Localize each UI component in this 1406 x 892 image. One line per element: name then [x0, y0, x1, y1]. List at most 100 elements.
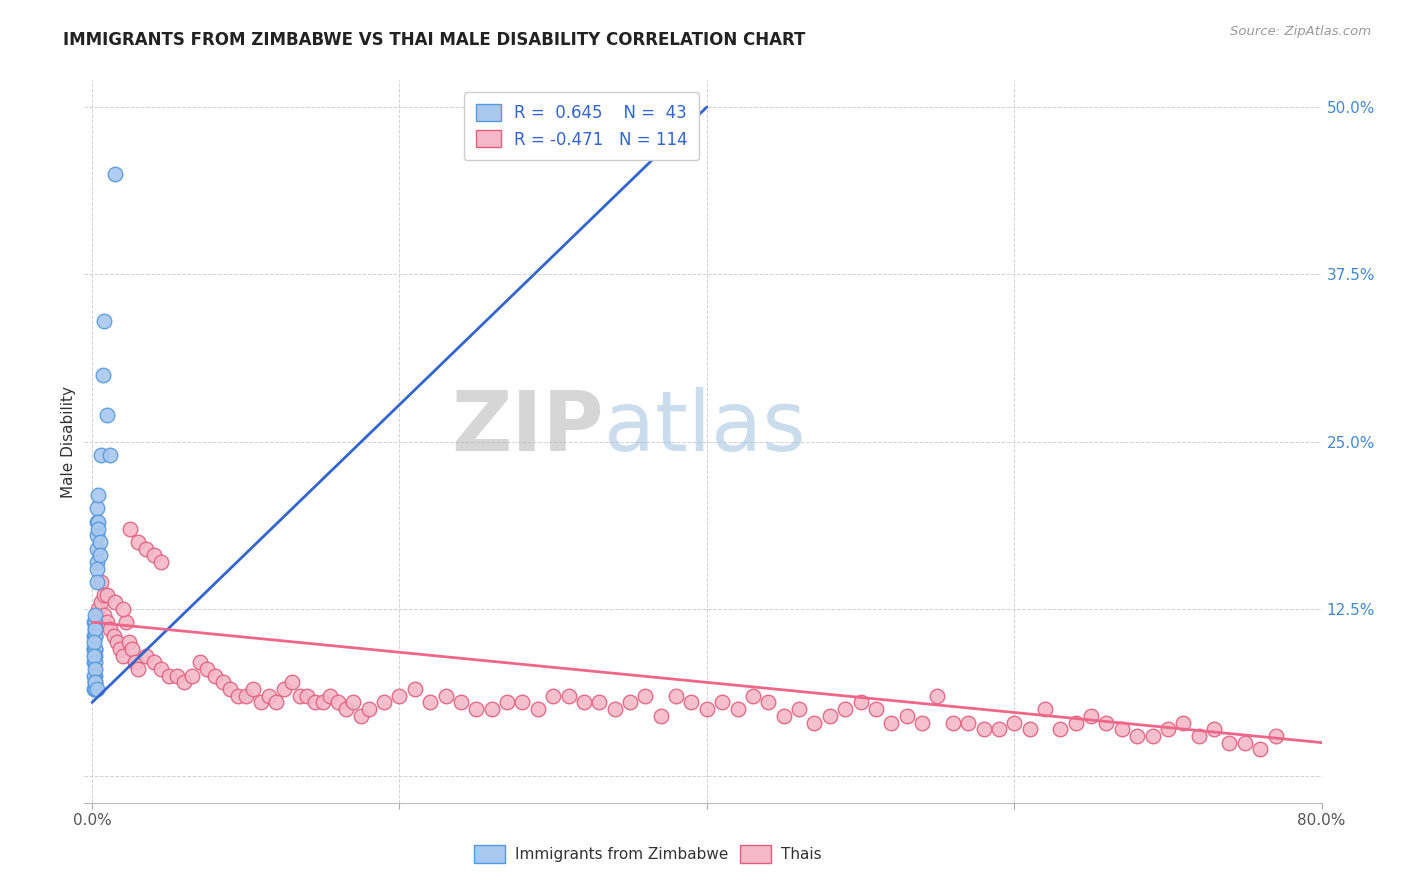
Point	[84, 648, 107, 663]
Point	[756, 696, 779, 710]
Point	[1049, 723, 1071, 737]
Point	[86, 541, 108, 556]
Point	[1142, 729, 1164, 743]
Point	[188, 655, 211, 669]
Point	[115, 615, 138, 630]
Point	[526, 702, 548, 716]
Point	[135, 541, 157, 556]
Point	[84, 642, 107, 657]
Point	[87, 515, 110, 529]
Point	[84, 622, 107, 636]
Point	[226, 689, 249, 703]
Point	[1157, 723, 1180, 737]
Point	[84, 615, 107, 630]
Point	[1188, 729, 1211, 743]
Point	[619, 696, 641, 710]
Point	[211, 675, 233, 690]
Point	[83, 648, 105, 663]
Point	[120, 521, 142, 535]
Point	[942, 715, 965, 730]
Point	[419, 696, 441, 710]
Point	[105, 635, 128, 649]
Point	[86, 681, 108, 696]
Point	[297, 689, 319, 703]
Point	[204, 669, 226, 683]
Point	[742, 689, 765, 703]
Point	[124, 655, 146, 669]
Point	[319, 689, 342, 703]
Point	[1218, 735, 1240, 749]
Point	[166, 669, 188, 683]
Point	[83, 669, 105, 683]
Point	[326, 696, 349, 710]
Point	[96, 589, 118, 603]
Point	[342, 696, 364, 710]
Point	[987, 723, 1010, 737]
Point	[727, 702, 749, 716]
Point	[512, 696, 534, 710]
Point	[90, 448, 112, 462]
Point	[481, 702, 503, 716]
Point	[83, 655, 105, 669]
Point	[650, 708, 672, 723]
Point	[86, 575, 108, 590]
Point	[100, 622, 122, 636]
Point	[87, 521, 110, 535]
Point	[911, 715, 934, 730]
Point	[357, 702, 380, 716]
Point	[1126, 729, 1149, 743]
Point	[93, 589, 115, 603]
Point	[103, 629, 125, 643]
Point	[1002, 715, 1025, 730]
Point	[84, 675, 107, 690]
Point	[1064, 715, 1087, 730]
Point	[1018, 723, 1040, 737]
Point	[1173, 715, 1195, 730]
Point	[404, 681, 426, 696]
Point	[450, 696, 472, 710]
Point	[84, 642, 107, 657]
Point	[335, 702, 357, 716]
Point	[83, 615, 105, 630]
Point	[235, 689, 257, 703]
Point	[273, 681, 295, 696]
Point	[373, 696, 395, 710]
Legend: R =  0.645    N =  43, R = -0.471   N = 114: R = 0.645 N = 43, R = -0.471 N = 114	[464, 92, 699, 161]
Point	[696, 702, 718, 716]
Point	[572, 696, 595, 710]
FancyBboxPatch shape	[474, 846, 505, 863]
Point	[96, 615, 118, 630]
Point	[84, 622, 107, 636]
Point	[83, 635, 105, 649]
Point	[557, 689, 579, 703]
Text: Immigrants from Zimbabwe: Immigrants from Zimbabwe	[515, 847, 728, 862]
Point	[96, 408, 118, 422]
Point	[83, 681, 105, 696]
Point	[1033, 702, 1056, 716]
Point	[87, 602, 110, 616]
Point	[787, 702, 810, 716]
Point	[93, 608, 115, 623]
Point	[91, 368, 114, 382]
Point	[834, 702, 856, 716]
Point	[219, 681, 242, 696]
Point	[711, 696, 734, 710]
Point	[100, 448, 122, 462]
Point	[957, 715, 980, 730]
Point	[84, 662, 107, 676]
Point	[87, 488, 110, 502]
Point	[83, 629, 105, 643]
Point	[127, 662, 149, 676]
Point	[84, 669, 107, 683]
Point	[266, 696, 288, 710]
Point	[465, 702, 488, 716]
Point	[86, 501, 108, 516]
Point	[195, 662, 218, 676]
Point	[104, 595, 127, 609]
Point	[772, 708, 794, 723]
Point	[86, 515, 108, 529]
Text: IMMIGRANTS FROM ZIMBABWE VS THAI MALE DISABILITY CORRELATION CHART: IMMIGRANTS FROM ZIMBABWE VS THAI MALE DI…	[63, 31, 806, 49]
Point	[1264, 729, 1286, 743]
Point	[880, 715, 903, 730]
Point	[603, 702, 626, 716]
